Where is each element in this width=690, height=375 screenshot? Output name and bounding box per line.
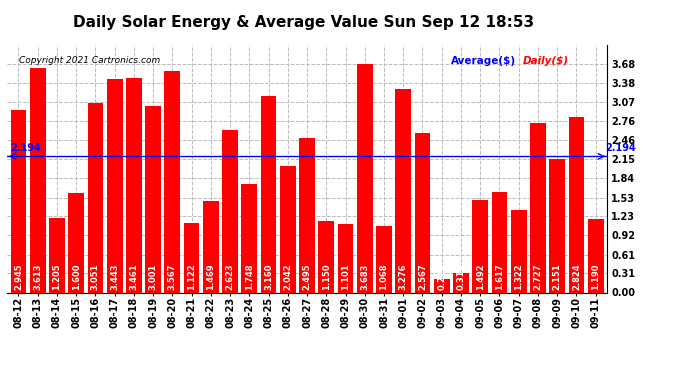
Bar [511,210,526,292]
Text: 0.316: 0.316 [457,264,466,290]
Text: 1.122: 1.122 [187,263,196,290]
Text: 1.322: 1.322 [514,263,523,290]
Text: Average($): Average($) [451,56,517,66]
Text: Copyright 2021 Cartronics.com: Copyright 2021 Cartronics.com [19,56,160,64]
Text: 2.495: 2.495 [302,263,312,290]
Text: 2.824: 2.824 [572,263,581,290]
Text: 1.617: 1.617 [495,263,504,290]
Text: 1.190: 1.190 [591,264,600,290]
Text: 3.567: 3.567 [168,264,177,290]
Text: 1.469: 1.469 [206,263,215,290]
Bar [68,193,84,292]
Text: 1.600: 1.600 [72,264,81,290]
Text: 2.194: 2.194 [10,142,41,153]
Bar [569,117,584,292]
Bar [337,224,353,292]
Text: 2.151: 2.151 [553,263,562,290]
Bar [530,123,546,292]
Bar [126,78,141,292]
Text: 0.220: 0.220 [437,264,446,290]
Bar [415,133,431,292]
Text: 3.613: 3.613 [33,264,42,290]
Bar [395,89,411,292]
Bar [241,184,257,292]
Text: 3.051: 3.051 [91,264,100,290]
Bar [49,218,65,292]
Bar [491,192,507,292]
Text: 2.194: 2.194 [606,142,636,153]
Bar [473,200,488,292]
Text: 1.068: 1.068 [380,264,388,290]
Bar [280,166,296,292]
Bar [164,71,180,292]
Text: 2.623: 2.623 [226,263,235,290]
Text: 2.945: 2.945 [14,263,23,290]
Bar [10,110,26,292]
Bar [318,221,334,292]
Bar [261,96,277,292]
Text: 2.567: 2.567 [418,263,427,290]
Bar [222,130,238,292]
Bar [88,103,103,292]
Bar [376,226,392,292]
Text: 3.276: 3.276 [399,264,408,290]
Bar [30,68,46,292]
Text: Daily Solar Energy & Average Value Sun Sep 12 18:53: Daily Solar Energy & Average Value Sun S… [73,15,534,30]
Text: 3.461: 3.461 [130,263,139,290]
Text: 3.683: 3.683 [360,264,369,290]
Text: Daily($): Daily($) [522,56,569,66]
Text: 3.443: 3.443 [110,264,119,290]
Bar [357,64,373,292]
Text: 1.492: 1.492 [475,263,484,290]
Text: 3.160: 3.160 [264,264,273,290]
Bar [184,223,199,292]
Bar [549,159,565,292]
Bar [107,79,123,292]
Text: 2.042: 2.042 [284,263,293,290]
Text: 3.001: 3.001 [148,264,157,290]
Bar [588,219,604,292]
Bar [145,106,161,292]
Text: 1.150: 1.150 [322,263,331,290]
Text: 1.101: 1.101 [341,263,350,290]
Text: 1.748: 1.748 [245,264,254,290]
Bar [434,279,450,292]
Bar [203,201,219,292]
Bar [299,138,315,292]
Text: 1.205: 1.205 [52,263,61,290]
Bar [453,273,469,292]
Text: 2.727: 2.727 [533,264,542,290]
